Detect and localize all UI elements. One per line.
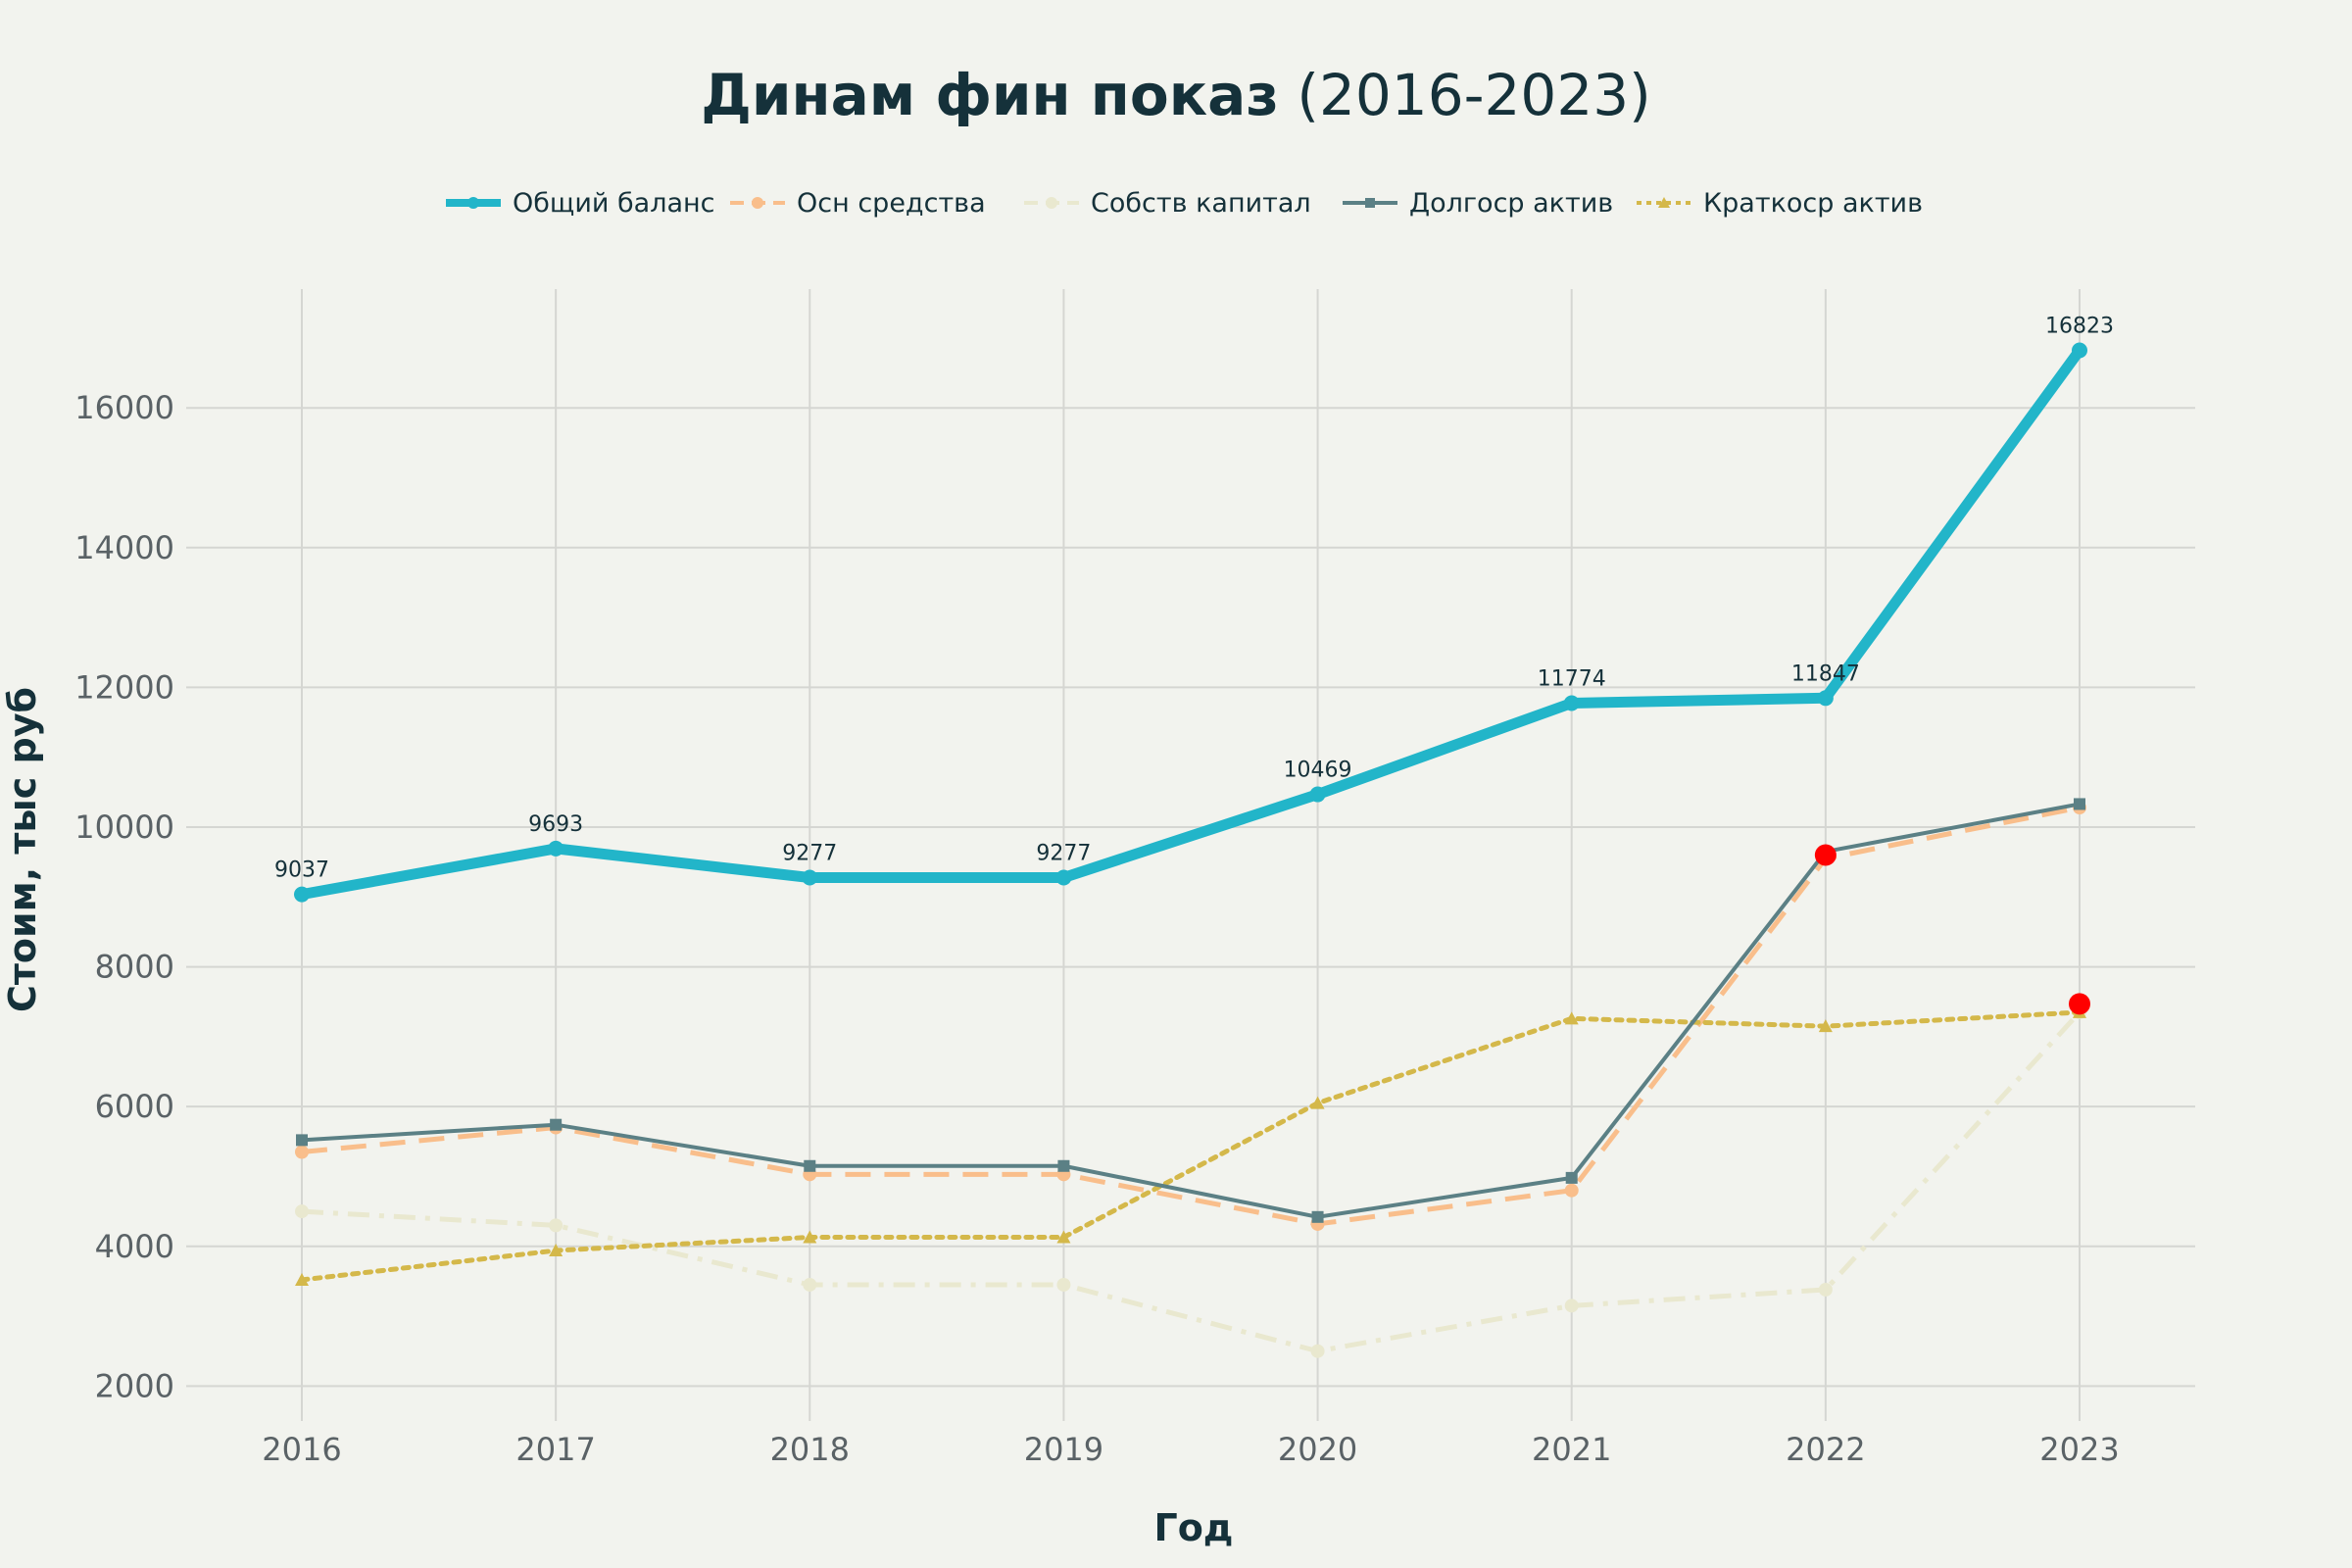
y-axis-title: Стоим, тыс руб [1,687,44,1012]
series-point [1311,1210,1324,1223]
legend-item: Краткоср актив [1637,188,1923,219]
series-point [1565,1171,1578,1184]
series-line [299,1009,2082,1283]
series-point [1564,1298,1579,1313]
series-3 [296,798,2085,1223]
series-point [294,886,310,903]
y-tick-label: 8000 [95,949,174,986]
series-point [295,1204,309,1219]
legend-label: Общий баланс [513,188,715,219]
chart-grid [186,289,2195,1421]
y-tick-label: 10000 [74,808,174,846]
highlight-point [1814,844,1837,866]
series-point [2072,342,2087,359]
series-point [548,840,564,857]
series-point [1818,1019,1833,1033]
legend-item: Осн средства [730,188,986,219]
series-point [1564,1011,1579,1025]
x-tick-label: 2018 [770,1431,850,1468]
series-point [296,1134,308,1147]
y-tick-label: 12000 [74,668,174,706]
x-tick-label: 2021 [1532,1431,1611,1468]
series-point [1817,690,1834,707]
x-tick-label: 2023 [2039,1431,2119,1468]
legend-marker [467,197,479,209]
legend-marker [1046,197,1057,209]
series-point [1563,695,1580,711]
data-label: 9693 [528,812,583,837]
legend-label: Краткоср актив [1703,188,1923,219]
series-point [295,1272,309,1286]
x-tick-label: 2022 [1786,1431,1865,1468]
chart-title-main: Динам фин показ [701,62,1279,128]
legend-marker [1365,198,1375,208]
series-point [1310,1096,1325,1109]
y-tick-label: 2000 [95,1367,174,1404]
x-tick-label: 2016 [262,1431,341,1468]
data-label: 11774 [1538,667,1606,692]
series-point [1055,869,1072,886]
series-point [1056,1230,1071,1244]
legend-marker [1658,197,1670,208]
x-tick-label: 2019 [1024,1431,1103,1468]
legend-marker [752,197,763,209]
series-line [301,805,2081,1227]
series-point [1057,1159,1070,1172]
series-4 [295,1004,2086,1286]
series-point [295,1145,309,1159]
chart-legend: Общий баланс Осн средства Собств капитал До… [446,188,1923,219]
legend-label: Осн средства [797,188,986,219]
legend-item: Общий баланс [446,188,715,219]
chart-series [294,342,2087,1358]
series-point [803,1230,817,1244]
legend-item: Долгоср актив [1343,188,1613,219]
series-1 [295,801,2086,1231]
data-label: 16823 [2045,315,2114,339]
data-label: 10469 [1284,759,1352,783]
series-0 [294,342,2087,903]
series-point [803,1277,817,1292]
series-point [550,1118,563,1131]
series-point [1309,786,1326,803]
y-tick-label: 14000 [74,529,174,566]
series-point [1310,1344,1325,1358]
y-axis-ticks: 2000 4000 6000 8000 10000 12000 14000 16000 [74,389,174,1404]
series-point [804,1159,816,1172]
series-point [1056,1277,1071,1292]
series-point [802,869,818,886]
series-point [549,1218,564,1233]
series-line [301,347,2084,901]
series-point [1564,1183,1579,1198]
legend-label: Собств капитал [1091,188,1311,219]
data-label: 11847 [1791,662,1860,686]
series-line [301,802,2081,1219]
series-point [1818,1282,1833,1297]
x-tick-label: 2020 [1278,1431,1357,1468]
chart-title: Динам фин показ (2016-2023) [701,62,1651,128]
y-tick-label: 6000 [95,1088,174,1125]
legend-item: Собств капитал [1024,188,1311,219]
legend-label: Долгоср актив [1409,188,1613,219]
y-tick-label: 16000 [74,389,174,426]
data-label: 9277 [1036,842,1091,866]
y-tick-label: 4000 [95,1228,174,1265]
series-2 [295,1004,2086,1358]
data-label: 9277 [782,842,837,866]
series-line [301,1010,2082,1354]
x-axis-title: Год [1153,1506,1233,1549]
highlight-point [2069,993,2090,1015]
series-point [2074,798,2085,810]
data-labels: 9037 9693 9277 9277 10469 11774 11847 16823 [274,315,2114,883]
chart-title-suffix: (2016-2023) [1279,62,1651,128]
x-tick-label: 2017 [515,1431,595,1468]
highlight-points [1814,844,2090,1015]
series-point [549,1244,564,1257]
data-label: 9037 [274,858,329,883]
x-axis-ticks: 2016 2017 2018 2019 2020 2021 2022 2023 [262,1431,2119,1468]
